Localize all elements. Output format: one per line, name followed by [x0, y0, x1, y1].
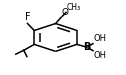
Text: B: B [83, 42, 90, 52]
Text: F: F [25, 12, 30, 22]
Text: OH: OH [94, 51, 107, 60]
Text: CH₃: CH₃ [67, 3, 81, 12]
Text: OH: OH [94, 34, 107, 43]
Text: O: O [62, 8, 69, 17]
